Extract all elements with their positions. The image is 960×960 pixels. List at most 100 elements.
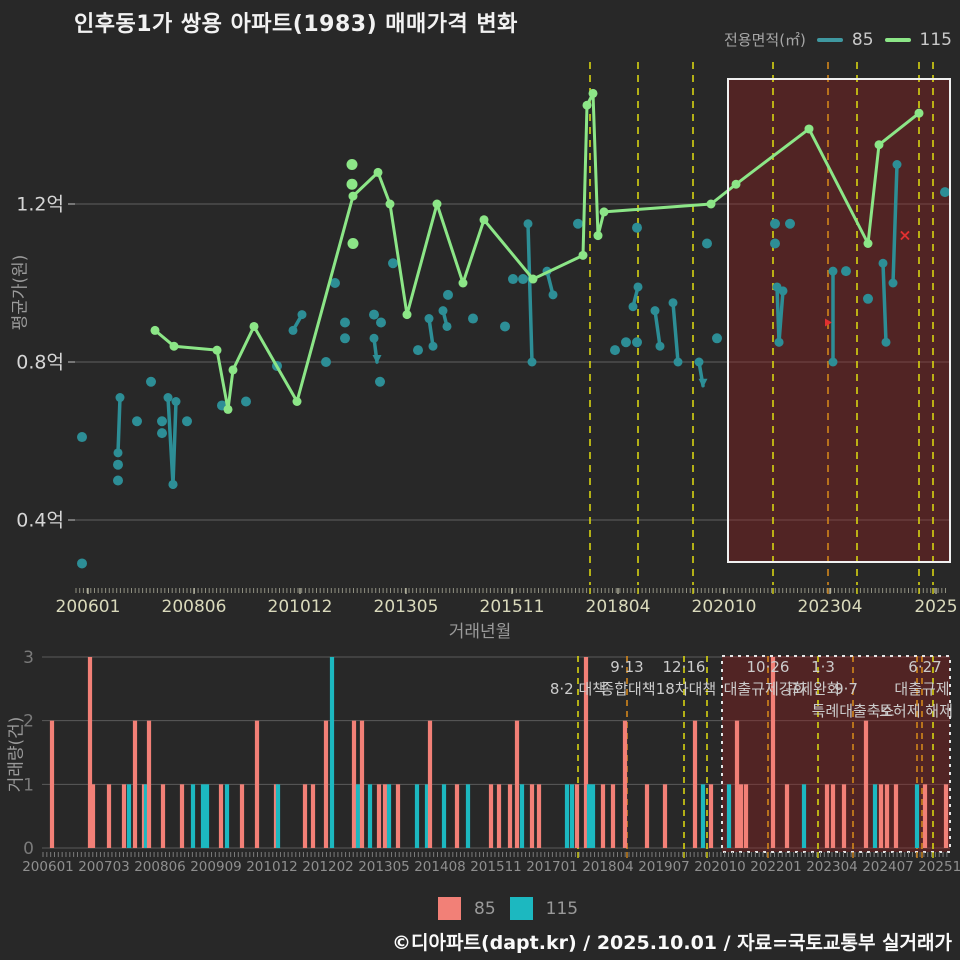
- highlight-region-fill: [728, 79, 950, 562]
- series-85-point: [182, 416, 192, 427]
- volume-bar-85: [600, 784, 606, 848]
- policy-annotation: 10·26: [747, 658, 790, 676]
- volume-xtick-label: 202010: [694, 859, 746, 875]
- volume-ytick-label: 1: [23, 775, 34, 795]
- series-85-point: [113, 475, 123, 486]
- volume-bar-115: [586, 784, 592, 848]
- series-85-point: [828, 357, 838, 367]
- legend-bottom-swatch-115-icon: [509, 897, 533, 920]
- series-85-point: [163, 393, 173, 403]
- series-115-point: [402, 310, 412, 320]
- volume-bar-115: [414, 784, 420, 848]
- series-85-segment: [891, 162, 899, 285]
- price-xtick-label: 201305: [374, 597, 439, 617]
- policy-annotation: 9·13: [610, 658, 643, 676]
- volume-bar-85: [49, 720, 55, 848]
- volume-xtick-label: 201804: [582, 859, 634, 875]
- series-85-point: [778, 286, 788, 296]
- policy-annotation: 특례대출축소: [812, 702, 895, 720]
- series-85-point: [288, 325, 298, 335]
- volume-bar-85: [863, 720, 869, 848]
- series-85-point: [841, 266, 851, 277]
- series-85-point: [892, 160, 902, 169]
- series-85-point: [321, 357, 331, 367]
- volume-bar-115: [190, 784, 196, 848]
- volume-xtick-label: 200703: [78, 859, 130, 875]
- series-85-point: [881, 337, 891, 347]
- volume-bar-85: [454, 784, 460, 848]
- legend-top-label: 전용면적(㎡): [724, 31, 806, 49]
- volume-bar-85: [770, 656, 776, 848]
- policy-annotation: 6·27: [908, 658, 941, 676]
- red-x-marker: ×: [898, 226, 911, 245]
- series-115-line: [153, 91, 921, 411]
- volume-bar-115: [329, 656, 335, 848]
- volume-bar-85: [734, 720, 740, 848]
- volume-bar-115: [564, 784, 570, 848]
- price-xtick-label: 200806: [162, 597, 227, 617]
- series-85-point: [376, 317, 386, 328]
- volume-bar-115: [465, 784, 471, 848]
- volume-bar-85: [529, 784, 535, 848]
- volume-bar-115: [872, 784, 878, 848]
- series-85-point: [168, 479, 178, 489]
- legend-item-85-label: 85: [851, 29, 874, 50]
- series-115-point: [731, 179, 741, 189]
- footer-credit: ©디아파트(dapt.kr) / 2025.10.01 / 자료=국토교통부 실…: [392, 932, 952, 954]
- legend-bottom-85-label: 85: [474, 898, 496, 919]
- series-85-point: [702, 238, 712, 249]
- series-85-point: [113, 459, 123, 470]
- volume-bar-85: [644, 784, 650, 848]
- volume-bar-85: [395, 784, 401, 848]
- volume-bar-85: [878, 784, 884, 848]
- series-85-segment: [116, 395, 122, 455]
- series-115-point: [432, 199, 442, 209]
- volume-xtick-label: 201408: [414, 859, 466, 875]
- series-85-point: [330, 278, 340, 288]
- series-85-point: [340, 317, 350, 328]
- series-85-point: [171, 397, 181, 406]
- series-115-point: [228, 365, 238, 375]
- volume-ytick-label: 2: [23, 712, 34, 732]
- volume-bar-85: [507, 784, 513, 848]
- volume-xtick-label: 200909: [190, 859, 242, 875]
- volume-bar-85: [738, 784, 744, 848]
- volume-bar-85: [359, 720, 365, 848]
- policy-annotation: 규제완화: [785, 680, 840, 698]
- volume-bar-85: [382, 784, 388, 848]
- series-85-point: [573, 218, 583, 229]
- volume-bar-85: [179, 784, 185, 848]
- legend-bottom-115-label: 115: [545, 898, 579, 919]
- volume-bar-85: [310, 784, 316, 848]
- series-85-point: [132, 416, 142, 427]
- volume-bar-115: [801, 784, 807, 848]
- legend-item-85: 85: [816, 29, 874, 50]
- legend-bottom-swatch-85-icon: [438, 897, 461, 920]
- series-115-point: [804, 124, 814, 134]
- series-85-segment: [777, 289, 785, 344]
- series-85-point: [712, 333, 722, 344]
- series-115-point: [373, 167, 383, 177]
- volume-bar-115: [204, 784, 210, 848]
- volume-xtick-label: 201012: [246, 859, 298, 875]
- volume-bar-115: [726, 784, 732, 848]
- volume-bar-85: [239, 784, 245, 848]
- series-85-point: [157, 428, 167, 439]
- legend-item-115: 115: [884, 29, 952, 50]
- series-85-point: [632, 222, 642, 233]
- volume-bar-85: [884, 784, 890, 848]
- series-115-point: [599, 207, 609, 217]
- volume-highlight-fill: [722, 656, 950, 852]
- policy-annotation: 대출규제: [894, 680, 949, 698]
- series-85-point: [888, 278, 898, 288]
- series-85-point: [388, 258, 398, 269]
- volume-bar-115: [519, 784, 525, 848]
- series-85-point: [863, 293, 873, 304]
- policy-annotation: 12·16: [663, 658, 706, 676]
- legend-item-115-label: 115: [919, 29, 952, 50]
- legend-bottom-item-115: 115: [509, 897, 579, 920]
- volume-bar-85: [743, 784, 749, 848]
- series-115-point: [169, 341, 179, 351]
- series-85-point: [428, 341, 438, 351]
- volume-bar-85: [87, 656, 93, 848]
